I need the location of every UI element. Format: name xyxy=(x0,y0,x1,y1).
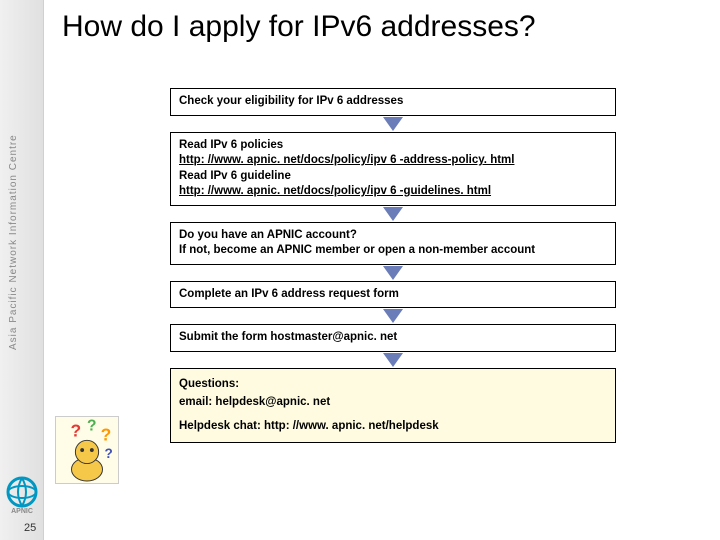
step-text: Check your eligibility for IPv 6 address… xyxy=(179,95,403,107)
arrow-icon xyxy=(383,309,403,323)
apnic-logo-icon: APNIC xyxy=(2,474,42,514)
questions-label: Questions: xyxy=(179,375,607,393)
arrow-icon xyxy=(383,353,403,367)
helpdesk-chat-link[interactable]: Helpdesk chat: http: //www. apnic. net/h… xyxy=(179,417,607,435)
svg-text:APNIC: APNIC xyxy=(11,508,33,514)
step-text: Complete an IPv 6 address request form xyxy=(179,288,399,300)
step-complete-form: Complete an IPv 6 address request form xyxy=(170,281,616,309)
arrow-icon xyxy=(383,266,403,280)
page-title: How do I apply for IPv6 addresses? xyxy=(62,10,536,44)
flowchart: Check your eligibility for IPv 6 address… xyxy=(170,88,616,443)
arrow-icon xyxy=(383,207,403,221)
step-text: If not, become an APNIC member or open a… xyxy=(179,243,607,259)
questions-character-icon: ? ? ? ? xyxy=(55,416,119,484)
step-text: Read IPv 6 policies xyxy=(179,138,607,154)
svg-text:?: ? xyxy=(87,418,96,435)
policy-link[interactable]: http: //www. apnic. net/docs/policy/ipv … xyxy=(179,153,607,169)
page-number: 25 xyxy=(24,522,36,534)
step-text: Submit the form hostmaster@apnic. net xyxy=(179,331,397,343)
step-helpdesk: Questions: email: helpdesk@apnic. net He… xyxy=(170,368,616,443)
step-text: Do you have an APNIC account? xyxy=(179,228,607,244)
step-submit: Submit the form hostmaster@apnic. net xyxy=(170,324,616,352)
svg-text:?: ? xyxy=(101,424,112,444)
step-account: Do you have an APNIC account? If not, be… xyxy=(170,222,616,265)
svg-text:?: ? xyxy=(71,420,82,440)
arrow-icon xyxy=(383,117,403,131)
helpdesk-email: email: helpdesk@apnic. net xyxy=(179,393,607,411)
step-text: Read IPv 6 guideline xyxy=(179,169,607,185)
svg-text:?: ? xyxy=(104,446,112,461)
step-read-policies: Read IPv 6 policies http: //www. apnic. … xyxy=(170,132,616,206)
sidebar-org-text: Asia Pacific Network Information Centre xyxy=(8,134,19,350)
sidebar: Asia Pacific Network Information Centre … xyxy=(0,0,44,540)
guideline-link[interactable]: http: //www. apnic. net/docs/policy/ipv … xyxy=(179,184,607,200)
step-eligibility: Check your eligibility for IPv 6 address… xyxy=(170,88,616,116)
